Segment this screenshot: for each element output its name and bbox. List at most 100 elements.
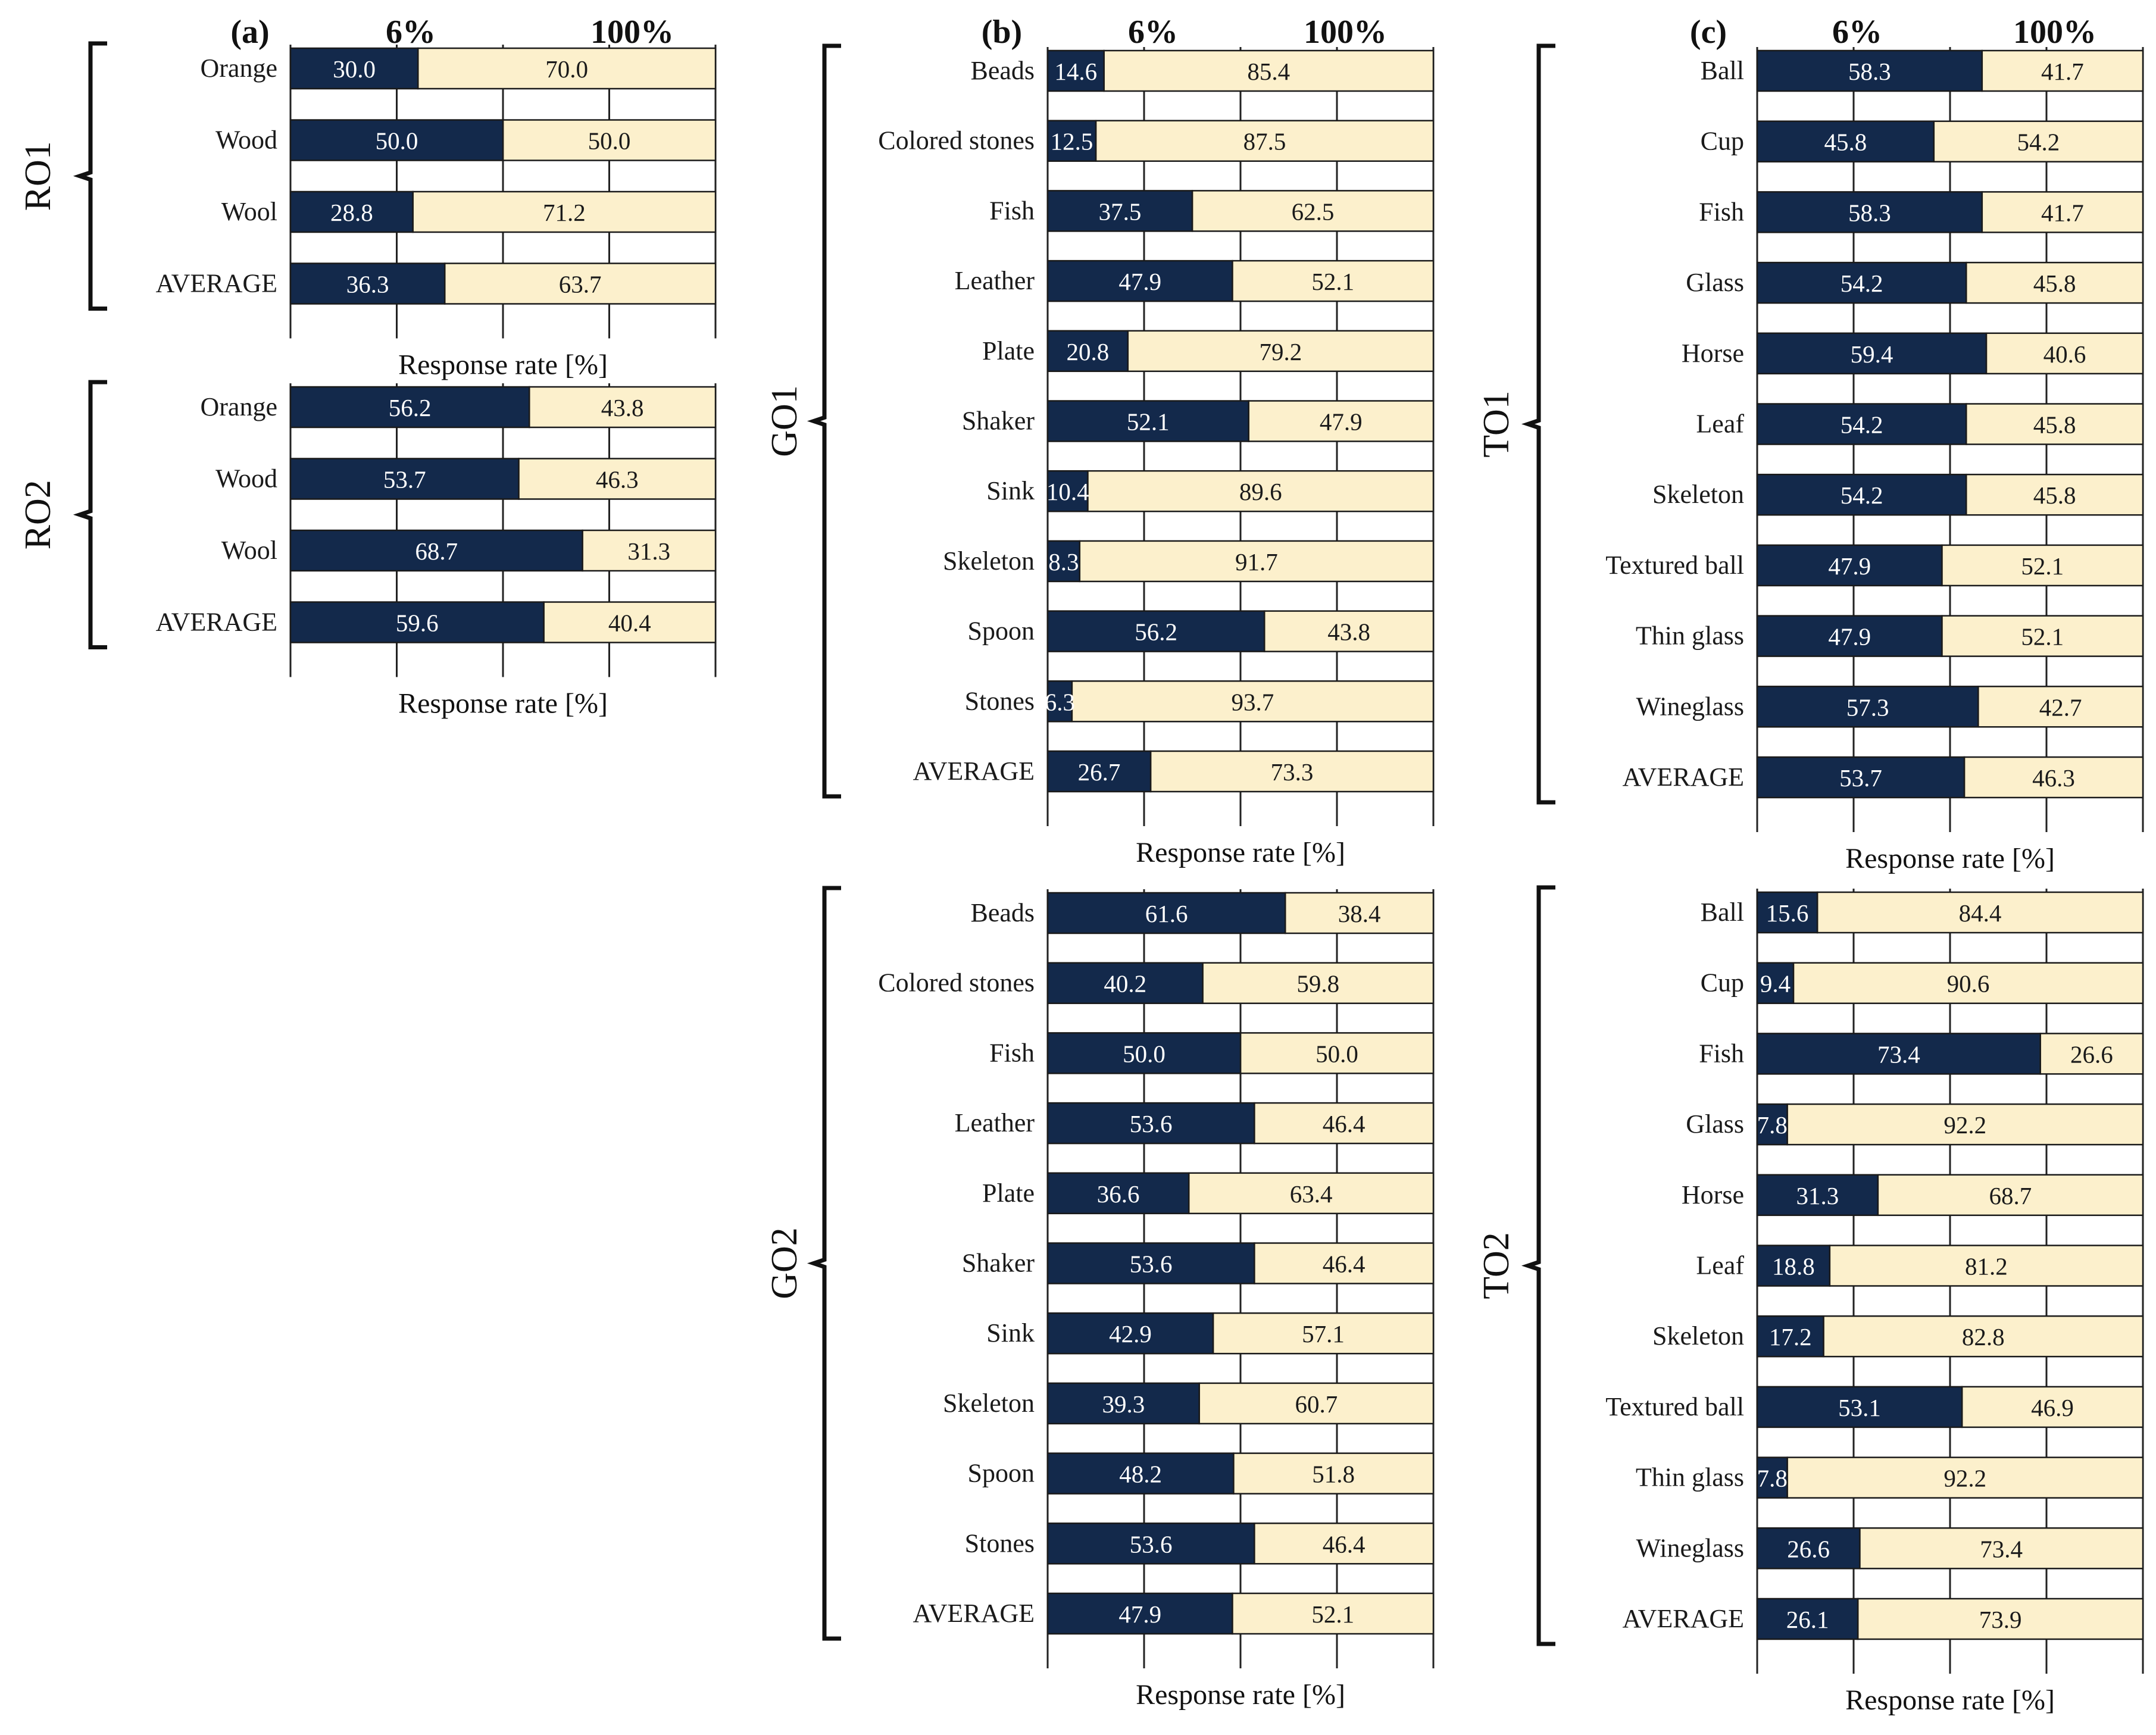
bar-segment-dark [1046, 1242, 1255, 1284]
data-label-dark: 26.6 [1787, 1535, 1830, 1562]
bar-segment-light [1212, 1312, 1435, 1355]
category-label: Spoon [968, 1459, 1035, 1488]
bar-segment-dark [1756, 756, 1966, 799]
category-label: Leaf [1696, 409, 1744, 439]
data-label-light: 52.1 [2021, 623, 2064, 651]
data-label-light: 43.8 [601, 394, 644, 421]
category-label: Sink [986, 1318, 1035, 1348]
data-label-light: 41.7 [2041, 199, 2084, 226]
data-label-dark: 26.1 [1786, 1606, 1829, 1633]
bar-segment-dark [1756, 403, 1967, 445]
group-brace [73, 380, 107, 649]
data-label-light: 51.8 [1312, 1461, 1355, 1488]
bar-segment-light [1071, 680, 1435, 723]
group-brace [1521, 43, 1555, 805]
bar-segment-light [1816, 891, 2144, 934]
bar-segment-dark [1756, 261, 1967, 304]
bar-segment-dark [1756, 962, 1795, 1004]
category-label: Leather [955, 266, 1035, 295]
x-axis-label: Response rate [%] [1845, 1684, 2055, 1716]
data-label-dark: 53.6 [1130, 1110, 1173, 1137]
panel-to1: Ball 58.3 41.7 Cup 45.8 54.2 Fish 58.3 41.7 Glass… [1476, 43, 2144, 874]
data-label-dark: 47.9 [1828, 552, 1871, 580]
category-label: Glass [1686, 268, 1744, 297]
data-label-dark: 36.6 [1097, 1180, 1140, 1208]
panel-label-c: (c) [1690, 14, 1727, 51]
category-label: Ball [1701, 898, 1744, 927]
data-label-light: 46.4 [1323, 1251, 1366, 1278]
bar-segment-light [1191, 190, 1435, 232]
data-label-dark: 52.1 [1127, 408, 1170, 436]
bar-segment-dark [1046, 892, 1286, 934]
category-label: Orange [201, 54, 278, 83]
data-label-light: 46.3 [596, 466, 639, 493]
data-label-light: 57.1 [1302, 1320, 1345, 1348]
category-label: Leather [955, 1108, 1035, 1137]
bar-segment-dark [1756, 1527, 1861, 1570]
bar-segment-light [443, 262, 717, 305]
group-label: RO2 [18, 480, 58, 549]
data-label-light: 85.4 [1247, 58, 1290, 85]
category-label: Wool [221, 197, 277, 226]
category-label: Fish [989, 1038, 1035, 1067]
bar-segment-dark [1046, 1312, 1214, 1355]
bar-segment-light [1857, 1598, 2144, 1640]
data-label-dark: 47.9 [1118, 268, 1161, 295]
data-label-dark: 6.3 [1045, 688, 1075, 715]
data-label-dark: 73.4 [1877, 1040, 1920, 1068]
data-label-light: 31.3 [627, 537, 670, 565]
data-label-dark: 37.5 [1099, 198, 1142, 225]
data-label-dark: 17.2 [1769, 1323, 1812, 1351]
bar-segment-dark [1046, 1032, 1242, 1074]
group-brace [73, 41, 107, 311]
data-label-dark: 7.8 [1757, 1111, 1788, 1139]
data-label-dark: 57.3 [1846, 693, 1889, 721]
bar-segment-light [1095, 120, 1435, 162]
bar-segment-dark [1046, 1523, 1255, 1565]
x-axis-label: Response rate [%] [398, 349, 608, 381]
bar-segment-light [1254, 1242, 1435, 1284]
group-label: TO2 [1476, 1232, 1517, 1299]
data-label-dark: 58.3 [1848, 58, 1891, 85]
data-label-light: 70.0 [545, 55, 588, 83]
data-label-light: 46.9 [2031, 1394, 2074, 1421]
bar-segment-light [417, 47, 717, 90]
category-label: Sink [986, 476, 1035, 505]
category-label: Shaker [962, 407, 1035, 436]
group-brace [807, 886, 841, 1641]
category-label: Spoon [968, 617, 1035, 646]
data-label-dark: 53.6 [1130, 1251, 1173, 1278]
bar-segment-light [1829, 1245, 2144, 1287]
panel-label-b: (b) [982, 14, 1022, 51]
panel-top-100pct-a: 100% [590, 14, 674, 51]
category-label: Fish [989, 196, 1035, 225]
bar-segment-light [1254, 1102, 1435, 1145]
bar-segment-dark [1756, 891, 1818, 934]
bar-segment-light [518, 458, 717, 500]
category-label: Fish [1699, 1039, 1744, 1068]
category-label: AVERAGE [155, 269, 277, 298]
bar-segment-light [1963, 756, 2144, 799]
bar-segment-dark [1756, 473, 1967, 516]
bar-segment-light [1087, 470, 1435, 512]
bar-segment-light [1188, 1172, 1435, 1215]
category-label: AVERAGE [1622, 1604, 1744, 1633]
data-label-dark: 12.5 [1051, 128, 1093, 155]
data-label-light: 82.8 [1962, 1323, 2005, 1351]
data-label-dark: 42.9 [1109, 1320, 1152, 1348]
bar-segment-light [1786, 1103, 2144, 1146]
data-label-light: 84.4 [1959, 899, 2002, 927]
bar-segment-light [1941, 615, 2144, 657]
data-label-light: 41.7 [2041, 58, 2084, 85]
data-label-dark: 8.3 [1048, 548, 1079, 576]
data-label-dark: 47.9 [1828, 623, 1871, 651]
x-axis-label: Response rate [%] [398, 688, 608, 720]
bar-segment-light [582, 529, 717, 572]
bar-segment-light [1202, 962, 1435, 1004]
category-label: Horse [1682, 1180, 1744, 1209]
data-label-light: 93.7 [1232, 688, 1274, 715]
data-label-light: 46.4 [1323, 1530, 1366, 1558]
category-label: Wineglass [1636, 1533, 1744, 1562]
bar-segment-light [1284, 892, 1435, 934]
